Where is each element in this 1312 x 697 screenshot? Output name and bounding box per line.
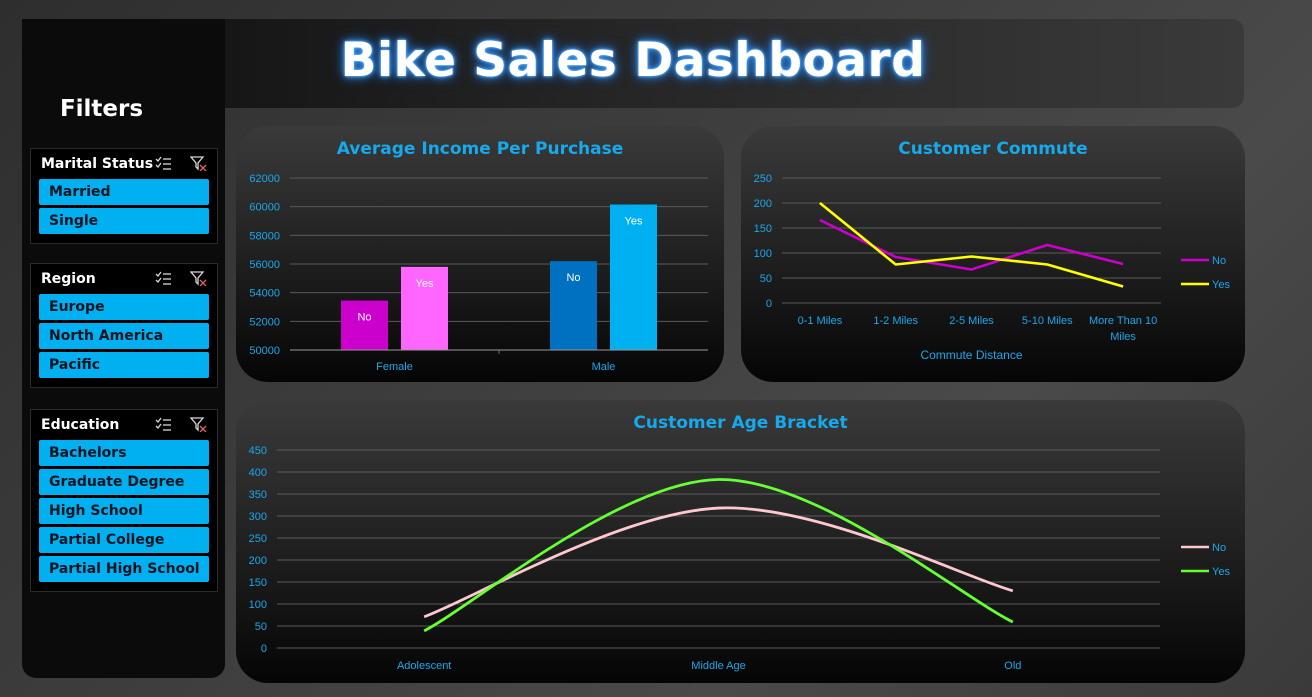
x-axis-title: Commute Distance (920, 348, 1022, 362)
y-tick-label: 0 (766, 298, 772, 310)
slicer-label: Region (41, 271, 96, 287)
chart-title: Customer Commute (898, 139, 1088, 159)
multi-select-icon[interactable] (155, 271, 172, 286)
y-tick-label: 56000 (249, 259, 280, 271)
bar (341, 300, 388, 350)
slicer-item-north-america[interactable]: North America (39, 323, 209, 349)
title-banner: Bike Sales Dashboard (22, 19, 1244, 108)
multi-select-icon[interactable] (155, 156, 172, 171)
x-tick-label: 0-1 Miles (798, 315, 843, 327)
x-tick-label: Male (592, 361, 616, 373)
commute-chart-panel: Customer Commute 0 50 100 150 200 250 0-1 Mile… (741, 126, 1245, 382)
legend-label: No (1212, 542, 1226, 554)
x-tick-label: 1-2 Miles (873, 315, 918, 327)
multi-select-icon[interactable] (155, 417, 172, 432)
slicer-item-married[interactable]: Married (39, 179, 209, 205)
clear-filter-icon[interactable] (190, 156, 207, 171)
slicer-label: Marital Status (41, 156, 154, 172)
x-tick-label: Middle Age (691, 660, 745, 672)
bar (401, 266, 448, 350)
y-tick-label: 450 (249, 445, 267, 457)
y-tick-label: 58000 (249, 230, 280, 242)
bar (610, 204, 657, 350)
y-tick-label: 300 (249, 511, 267, 523)
y-tick-label: 100 (754, 248, 772, 260)
x-tick-label: More Than 10 (1089, 315, 1157, 327)
legend-label: Yes (1212, 279, 1230, 291)
slicer-item-high-school[interactable]: High School (39, 498, 209, 524)
series-line (819, 218, 1124, 271)
clear-filter-icon[interactable] (190, 417, 207, 432)
age-chart: 0 50 100 150 200 250 300 350 400 450 Adolescent Mid… (249, 445, 1231, 672)
slicer-item-partial-high-school[interactable]: Partial High School (39, 556, 209, 582)
y-tick-label: 60000 (249, 202, 280, 214)
y-tick-label: 200 (249, 555, 267, 567)
slicer-item-bachelors[interactable]: Bachelors (39, 440, 209, 466)
x-tick-label: Adolescent (397, 660, 451, 672)
income-chart-panel: Average Income Per Purchase 50000 52000 54… (236, 126, 724, 382)
x-tick-label: 5-10 Miles (1022, 315, 1073, 327)
chart-title: Average Income Per Purchase (336, 139, 624, 159)
slicer-item-single[interactable]: Single (39, 208, 209, 234)
series-line (819, 201, 1124, 288)
chart-title: Customer Age Bracket (633, 413, 848, 433)
x-tick-label: 2-5 Miles (949, 315, 994, 327)
bar-data-label: No (566, 272, 580, 284)
y-tick-label: 50000 (249, 345, 280, 357)
income-chart: 50000 52000 54000 56000 58000 60000 62000 No Yes… (249, 173, 708, 373)
bar-data-label: No (357, 312, 371, 324)
slicer-item-graduate-degree[interactable]: Graduate Degree (39, 469, 209, 495)
dashboard-title: Bike Sales Dashboard (340, 33, 926, 88)
filters-heading: Filters (59, 96, 144, 122)
y-tick-label: 54000 (249, 288, 280, 300)
slicer-item-partial-college[interactable]: Partial College (39, 527, 209, 553)
slicer-label: Education (41, 417, 120, 433)
y-tick-label: 250 (754, 173, 772, 185)
clear-filter-icon[interactable] (190, 271, 207, 286)
y-tick-label: 200 (754, 198, 772, 210)
x-tick-label: Female (376, 361, 413, 373)
bar-data-label: Yes (416, 278, 434, 290)
y-tick-label: 350 (249, 489, 267, 501)
bar-data-label: Yes (625, 216, 643, 228)
series-curve (423, 478, 1014, 633)
commute-chart: 0 50 100 150 200 250 0-1 Miles 1-2 Miles 2-5 Mil… (754, 173, 1231, 362)
y-tick-label: 400 (249, 467, 267, 479)
y-tick-label: 50 (760, 273, 772, 285)
series-curve (423, 506, 1014, 619)
y-tick-label: 150 (249, 577, 267, 589)
slicer-marital-status: Marital Status Married Single (30, 148, 218, 244)
y-tick-label: 50 (255, 621, 267, 633)
y-tick-label: 100 (249, 599, 267, 611)
y-tick-label: 52000 (249, 316, 280, 328)
y-tick-label: 62000 (249, 173, 280, 185)
slicer-item-pacific[interactable]: Pacific (39, 352, 209, 378)
age-chart-panel: Customer Age Bracket 0 50 100 150 200 250 300 3… (236, 400, 1245, 683)
bar (550, 261, 597, 350)
y-tick-label: 0 (261, 643, 267, 655)
legend-label: No (1212, 255, 1226, 267)
y-tick-label: 250 (249, 533, 267, 545)
x-tick-label: Old (1004, 660, 1021, 672)
slicer-item-europe[interactable]: Europe (39, 294, 209, 320)
legend-label: Yes (1212, 566, 1230, 578)
slicer-region: Region Europe North America Pacific (30, 263, 218, 388)
x-tick-label: Miles (1110, 331, 1136, 343)
slicer-education: Education Bachelors Graduate Degree High… (30, 409, 218, 592)
y-tick-label: 150 (754, 223, 772, 235)
